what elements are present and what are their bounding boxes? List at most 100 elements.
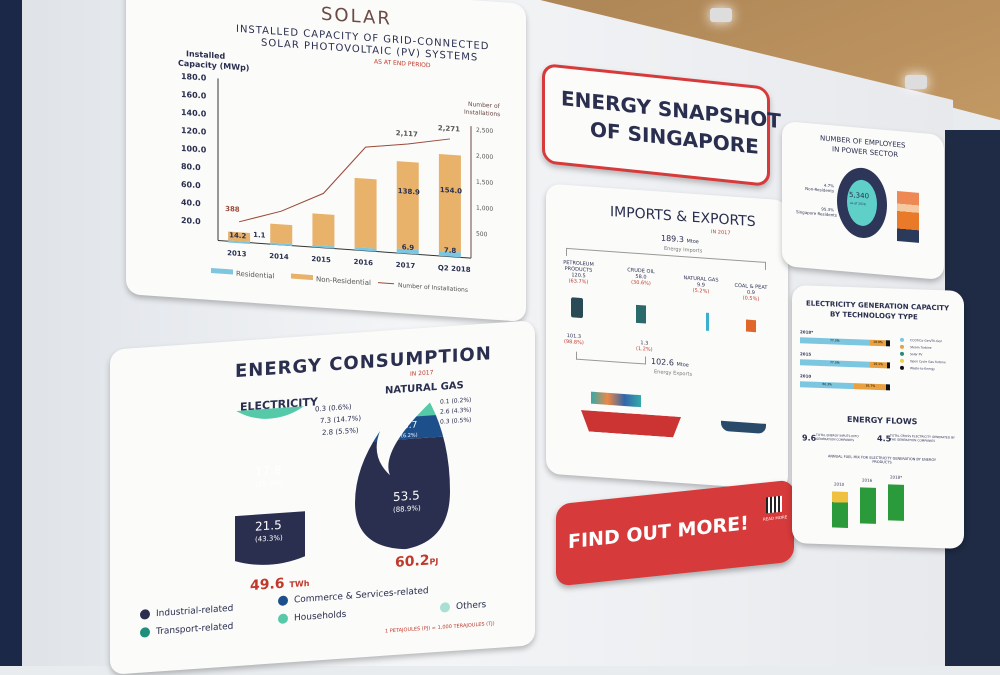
data-label: 154.0 bbox=[440, 186, 462, 196]
gas-commerce-pct: (6.2%) bbox=[401, 432, 418, 440]
x-tick-label: 2016 bbox=[354, 258, 374, 267]
x-tick-label: Q2 2018 bbox=[438, 264, 471, 274]
elec-industrial-value: 21.5 bbox=[255, 517, 282, 534]
exports-unit: Mtoe bbox=[676, 361, 689, 369]
y-tick-label: 80.0 bbox=[181, 162, 201, 172]
y-tick-label: 140.0 bbox=[181, 108, 207, 119]
natural-gas-item: NATURAL GAS 9.9 (5.2%) bbox=[683, 275, 719, 295]
y2-tick-label: 500 bbox=[476, 231, 488, 239]
flow1-text: TOTAL ENERGY INPUTS INTO GENERATION COMP… bbox=[816, 432, 859, 443]
barrel-2016-icon bbox=[860, 487, 876, 524]
qr-code-icon[interactable] bbox=[766, 495, 782, 514]
generation-title-1: ELECTRICITY GENERATION CAPACITY bbox=[806, 299, 950, 313]
qr-label: READ MORE bbox=[763, 514, 788, 522]
bar-non-residential bbox=[438, 153, 461, 253]
exports-value: 102.6 bbox=[651, 356, 674, 368]
mix-year-2016: 2016 bbox=[862, 477, 873, 483]
y2-tick-label: 1,000 bbox=[476, 205, 493, 213]
bar-residential bbox=[396, 248, 419, 255]
fuel-pump-icon bbox=[571, 297, 583, 319]
data-label: 7.8 bbox=[444, 246, 457, 255]
generation-legend: CCGT/Co-Gen/Tri-Gen Steam Turbine Solar … bbox=[900, 337, 946, 374]
barrel-2010-icon bbox=[832, 491, 848, 528]
electricity-total: 49.6 bbox=[250, 575, 285, 595]
generation-panel: ELECTRICITY GENERATION CAPACITY BY TECHN… bbox=[792, 284, 964, 550]
gen-bar-other bbox=[886, 384, 890, 391]
gen-bar-steam: 18.8% bbox=[869, 339, 887, 347]
imports-year: IN 2017 bbox=[711, 229, 731, 237]
gen-bar-ccgt: 77.3% bbox=[800, 359, 870, 368]
x-tick-label: 2017 bbox=[396, 261, 416, 270]
bar-non-residential bbox=[312, 213, 335, 247]
imports-unit: Mtoe bbox=[686, 238, 699, 246]
y-tick-label: 20.0 bbox=[181, 216, 201, 226]
gen-bar-ccgt: 60.3% bbox=[800, 381, 855, 390]
data-label: 14.2 bbox=[229, 231, 246, 240]
legend-swatch-residential bbox=[211, 267, 233, 275]
gen-bar: 77.3% 19.1% bbox=[800, 359, 890, 369]
data-label: 138.9 bbox=[398, 187, 420, 197]
gen-bar-steam: 19.1% bbox=[869, 361, 887, 369]
bar-residential bbox=[438, 250, 461, 258]
oil-barrel-icon bbox=[636, 304, 646, 324]
data-label: 2,271 bbox=[438, 124, 460, 134]
bar-non-residential bbox=[396, 161, 419, 251]
installations-line bbox=[238, 138, 451, 223]
imports-exports-panel: IMPORTS & EXPORTS IN 2017 189.3 Mtoe Ene… bbox=[546, 183, 788, 491]
y2-axis-label: Number of bbox=[468, 101, 501, 110]
petroleum-export-pct: (98.8%) bbox=[564, 338, 584, 347]
gen-bar-other bbox=[886, 340, 890, 347]
gen-bar-steam: 35.7% bbox=[854, 383, 887, 391]
gen-bar-ccgt: 77.3% bbox=[800, 337, 870, 346]
petroleum-item: PETROLEUM PRODUCTS 120.5 (63.7%) bbox=[563, 259, 594, 286]
y-tick-label: 40.0 bbox=[181, 198, 201, 208]
bar-residential bbox=[312, 244, 335, 249]
legend-others: Others bbox=[456, 600, 487, 613]
legend-swatch-installations bbox=[378, 282, 394, 285]
flow2-text: TOTAL GROSS ELECTRICITY GENERATED BY THE… bbox=[890, 433, 955, 443]
resident-share: 95.3% Singapore Residents bbox=[796, 206, 837, 218]
elec-commerce-value: 17.8 bbox=[255, 462, 282, 479]
gen-year-label: 2010 bbox=[800, 373, 812, 379]
gen-bar: 77.3% 18.8% bbox=[800, 337, 890, 347]
gen-year-label: 2018* bbox=[800, 329, 814, 335]
legend-non-residential: Non-Residential bbox=[316, 275, 371, 287]
y-axis-label: Installed bbox=[186, 49, 226, 61]
y2-tick-label: 2,500 bbox=[476, 127, 493, 135]
legend-installations: Number of Installations bbox=[398, 282, 468, 294]
x-axis bbox=[218, 239, 471, 259]
employees-value: 5,340 bbox=[849, 190, 870, 201]
worker-icon bbox=[897, 190, 919, 243]
tanker-ship-icon bbox=[721, 420, 766, 434]
gen-year-label: 2015 bbox=[800, 351, 812, 357]
gas-industrial-value: 53.5 bbox=[393, 488, 420, 505]
imports-title: IMPORTS & EXPORTS bbox=[610, 204, 756, 231]
bar-residential bbox=[270, 242, 293, 247]
bar-non-residential bbox=[270, 223, 293, 245]
gen-bar-other bbox=[886, 362, 890, 369]
gas-commerce-value: 3.7 bbox=[403, 420, 418, 432]
x-tick-label: 2013 bbox=[227, 249, 247, 258]
imports-label: Energy Imports bbox=[664, 245, 703, 255]
exports-bracket bbox=[576, 351, 646, 365]
legend-residential: Residential bbox=[236, 270, 275, 281]
gen-bar: 60.3% 35.7% bbox=[800, 381, 890, 391]
y2-axis-label: Installations bbox=[464, 109, 500, 119]
solar-panel: SOLAR INSTALLED CAPACITY OF GRID-CONNECT… bbox=[126, 0, 526, 322]
y-axis-label: Capacity (MWp) bbox=[178, 59, 249, 73]
y-tick-label: 60.0 bbox=[181, 180, 201, 190]
data-label: 6.9 bbox=[402, 243, 415, 252]
coal-cart-icon bbox=[746, 319, 756, 333]
electricity-unit: TWh bbox=[289, 578, 310, 590]
exports-label: Energy Exports bbox=[654, 369, 693, 378]
y-tick-label: 160.0 bbox=[181, 90, 207, 101]
y2-tick-label: 1,500 bbox=[476, 179, 493, 187]
legend-swatch-non-residential bbox=[291, 273, 313, 281]
x-tick-label: 2014 bbox=[269, 252, 289, 261]
consumption-shapes bbox=[208, 401, 450, 570]
spotlight-icon bbox=[710, 8, 732, 22]
fuel-mix-title: ANNUAL FUEL MIX FOR ELECTRICITY GENERATI… bbox=[827, 454, 937, 465]
containers-icon bbox=[591, 391, 641, 408]
gas-total: 60.2 bbox=[395, 552, 430, 571]
